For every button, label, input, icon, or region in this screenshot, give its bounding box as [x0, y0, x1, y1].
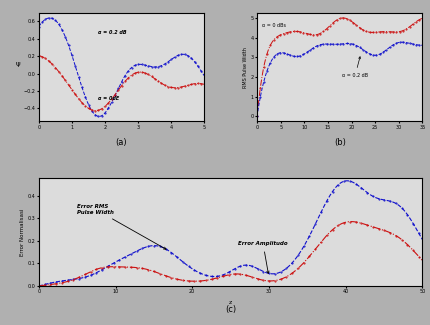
Text: α = 0.2 dB: α = 0.2 dB — [341, 57, 367, 78]
Y-axis label: ψ: ψ — [15, 61, 20, 67]
Title: (a): (a) — [115, 138, 127, 148]
Title: (b): (b) — [333, 138, 345, 148]
Text: Error Amplitudo: Error Amplitudo — [238, 241, 287, 273]
Text: α = 0.2 dB: α = 0.2 dB — [98, 31, 127, 35]
Text: α = 0 dBs: α = 0 dBs — [261, 23, 285, 28]
Title: (c): (c) — [224, 305, 236, 314]
Text: Error RMS
Pulse Width: Error RMS Pulse Width — [77, 204, 166, 249]
Y-axis label: Error Normalisasi: Error Normalisasi — [20, 208, 25, 255]
X-axis label: z: z — [228, 300, 232, 305]
Y-axis label: RMS Pulse Width: RMS Pulse Width — [242, 47, 247, 88]
Text: α = 0dE: α = 0dE — [98, 96, 119, 101]
